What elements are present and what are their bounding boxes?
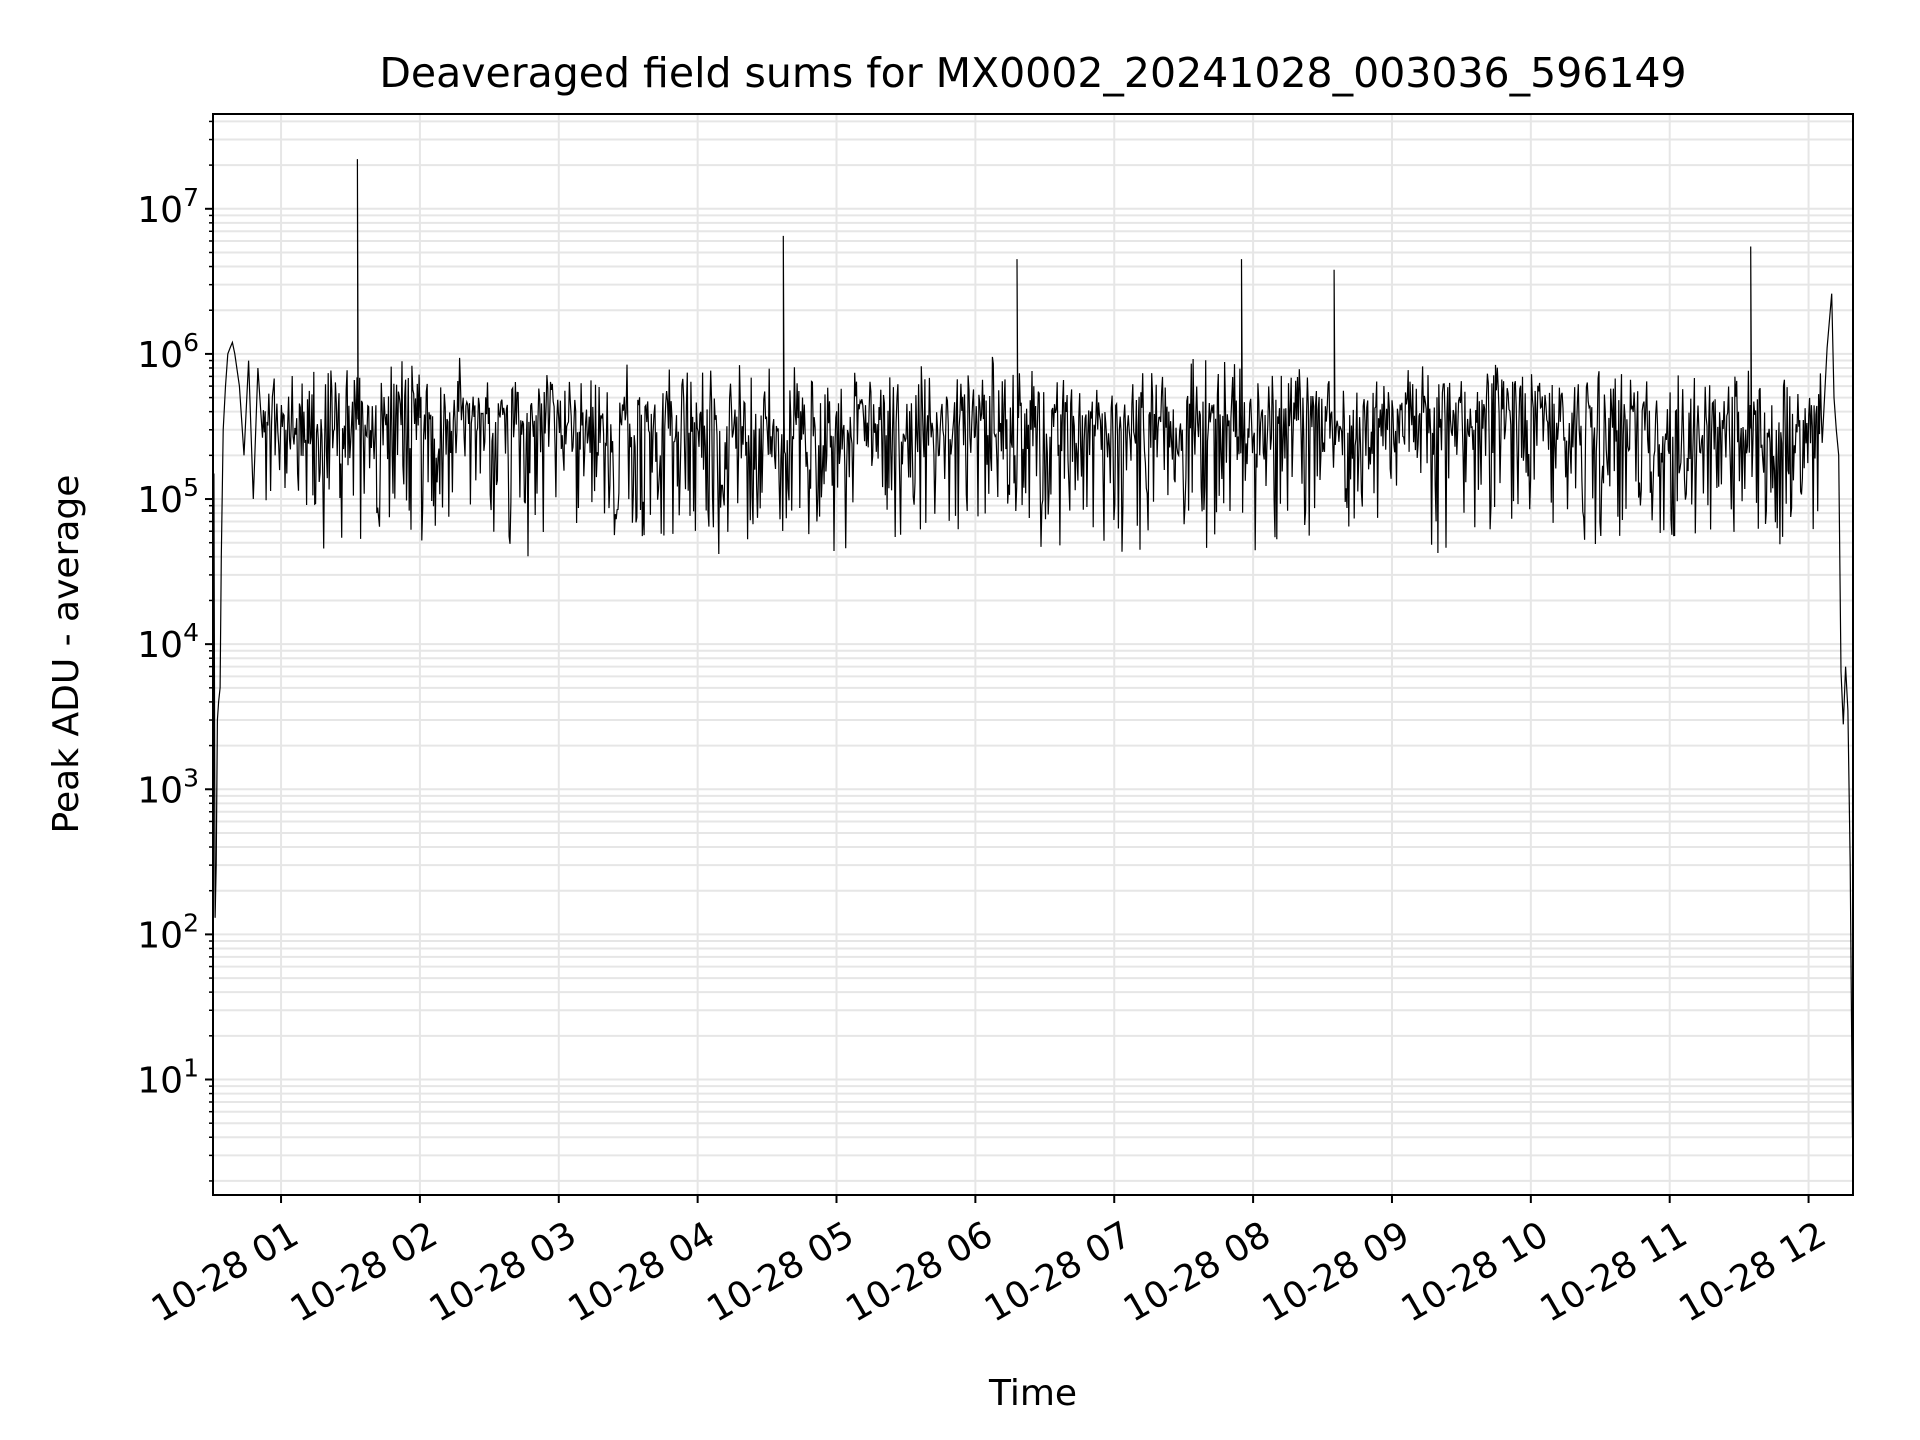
y-tick-label: 103 <box>137 763 199 811</box>
y-tick-label: 101 <box>137 1054 199 1102</box>
chart-title: Deaveraged field sums for MX0002_2024102… <box>379 49 1686 97</box>
y-tick-label: 104 <box>137 618 199 666</box>
x-axis-label: Time <box>988 1373 1077 1414</box>
y-axis-label: Peak ADU - average <box>46 475 87 834</box>
series-line <box>212 159 1854 1181</box>
y-tick-label: 106 <box>137 328 199 376</box>
y-tick-label: 105 <box>137 473 199 521</box>
y-tick-label: 107 <box>137 183 199 231</box>
y-axis-ticks: 101 102 103 104 105 106 107 <box>137 120 213 1182</box>
data-line <box>212 159 1854 1181</box>
y-tick-label: 102 <box>137 908 199 956</box>
plot-frame <box>212 113 1854 1196</box>
grid <box>213 114 1853 1195</box>
